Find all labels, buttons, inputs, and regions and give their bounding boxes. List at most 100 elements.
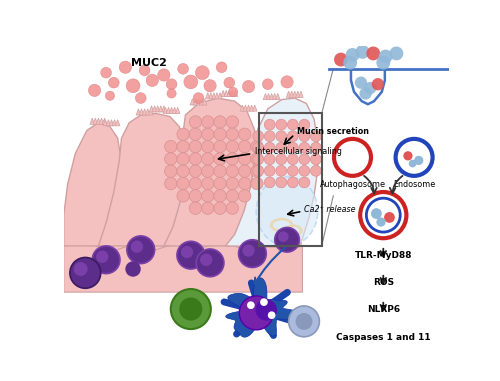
Text: Mucin secretion: Mucin secretion xyxy=(297,128,369,136)
Circle shape xyxy=(281,76,293,88)
Circle shape xyxy=(288,142,298,153)
Polygon shape xyxy=(146,109,150,115)
Circle shape xyxy=(214,116,226,128)
Circle shape xyxy=(139,65,150,76)
Circle shape xyxy=(226,165,238,178)
Circle shape xyxy=(178,63,188,74)
Text: Ca2⁺ release: Ca2⁺ release xyxy=(304,205,356,214)
Circle shape xyxy=(190,202,202,215)
Circle shape xyxy=(228,87,238,96)
Polygon shape xyxy=(196,99,201,105)
Circle shape xyxy=(226,202,238,215)
Circle shape xyxy=(356,45,370,59)
Polygon shape xyxy=(224,90,228,96)
Circle shape xyxy=(299,131,310,142)
Circle shape xyxy=(299,154,310,165)
Circle shape xyxy=(177,165,190,178)
Polygon shape xyxy=(190,99,194,105)
Circle shape xyxy=(384,212,395,223)
Circle shape xyxy=(253,142,264,153)
Circle shape xyxy=(224,77,234,88)
Circle shape xyxy=(299,142,310,153)
Circle shape xyxy=(177,141,190,153)
Circle shape xyxy=(276,154,286,165)
Polygon shape xyxy=(240,105,244,111)
Polygon shape xyxy=(212,93,216,99)
Circle shape xyxy=(299,177,310,188)
Circle shape xyxy=(190,178,202,190)
Circle shape xyxy=(202,153,214,165)
Polygon shape xyxy=(226,278,308,337)
Circle shape xyxy=(371,208,382,219)
Circle shape xyxy=(184,75,198,89)
Circle shape xyxy=(177,128,190,141)
Polygon shape xyxy=(252,105,257,111)
Text: NLRP6: NLRP6 xyxy=(366,304,400,314)
Circle shape xyxy=(136,93,146,104)
Circle shape xyxy=(334,139,371,176)
Text: Caspases 1 and 11: Caspases 1 and 11 xyxy=(336,333,430,343)
Polygon shape xyxy=(112,120,117,126)
Polygon shape xyxy=(164,98,254,246)
Polygon shape xyxy=(233,90,238,96)
Text: Autophagosome: Autophagosome xyxy=(320,180,386,189)
Polygon shape xyxy=(263,93,268,99)
Polygon shape xyxy=(142,109,147,115)
Circle shape xyxy=(288,306,320,337)
Circle shape xyxy=(299,119,310,130)
Circle shape xyxy=(360,192,406,238)
Polygon shape xyxy=(103,120,108,126)
Circle shape xyxy=(146,74,158,86)
Circle shape xyxy=(196,249,224,277)
Circle shape xyxy=(100,67,112,78)
Circle shape xyxy=(92,246,120,274)
Text: MUC2: MUC2 xyxy=(130,58,166,68)
Polygon shape xyxy=(221,90,226,96)
Circle shape xyxy=(214,190,226,202)
Polygon shape xyxy=(96,118,100,124)
Polygon shape xyxy=(93,118,98,124)
Circle shape xyxy=(264,154,275,165)
Circle shape xyxy=(126,79,140,93)
Circle shape xyxy=(177,153,190,165)
Polygon shape xyxy=(214,93,220,99)
Circle shape xyxy=(190,116,202,128)
Polygon shape xyxy=(206,93,210,99)
Circle shape xyxy=(130,240,143,253)
Circle shape xyxy=(376,56,390,70)
Circle shape xyxy=(202,190,214,202)
Circle shape xyxy=(238,128,251,141)
Circle shape xyxy=(190,165,202,178)
Circle shape xyxy=(214,178,226,190)
Circle shape xyxy=(214,153,226,165)
Polygon shape xyxy=(109,120,114,126)
Polygon shape xyxy=(243,105,248,111)
Bar xyxy=(64,231,302,292)
Circle shape xyxy=(251,178,263,190)
Polygon shape xyxy=(152,106,157,112)
Circle shape xyxy=(158,69,170,81)
Circle shape xyxy=(190,128,202,141)
Polygon shape xyxy=(102,118,107,124)
Text: Intercellular signaling: Intercellular signaling xyxy=(254,147,342,157)
Circle shape xyxy=(396,139,432,176)
Circle shape xyxy=(264,131,275,142)
Polygon shape xyxy=(292,91,297,97)
Circle shape xyxy=(253,154,264,165)
Polygon shape xyxy=(193,99,198,105)
Circle shape xyxy=(179,298,203,320)
Circle shape xyxy=(296,313,312,330)
Circle shape xyxy=(193,93,204,104)
Circle shape xyxy=(190,190,202,202)
Circle shape xyxy=(216,62,227,73)
Circle shape xyxy=(202,178,214,190)
Polygon shape xyxy=(250,105,254,111)
Circle shape xyxy=(96,251,108,263)
Polygon shape xyxy=(106,120,110,126)
Polygon shape xyxy=(162,106,166,112)
Polygon shape xyxy=(200,99,204,105)
Polygon shape xyxy=(270,93,274,99)
Circle shape xyxy=(190,141,202,153)
Circle shape xyxy=(344,56,357,70)
Circle shape xyxy=(276,119,286,130)
